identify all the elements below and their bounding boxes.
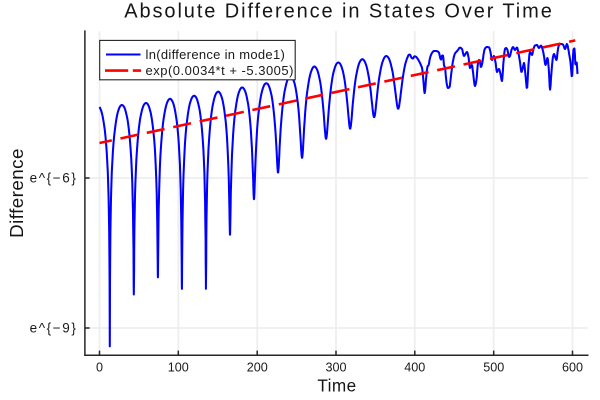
svg-text:Absolute Difference in States: Absolute Difference in States Over Time	[124, 1, 553, 23]
svg-text:Difference: Difference	[6, 148, 27, 238]
svg-text:Time: Time	[317, 376, 356, 396]
svg-text:100: 100	[168, 360, 189, 374]
svg-text:e^{−6}: e^{−6}	[30, 170, 78, 185]
svg-text:500: 500	[483, 360, 504, 374]
svg-text:exp(0.0034*t + -5.3005): exp(0.0034*t + -5.3005)	[146, 63, 294, 78]
svg-text:ln(difference in mode1): ln(difference in mode1)	[146, 47, 286, 62]
svg-text:0: 0	[96, 360, 103, 374]
svg-text:300: 300	[325, 360, 346, 374]
svg-text:400: 400	[404, 360, 425, 374]
svg-text:e^{−9}: e^{−9}	[30, 320, 78, 335]
svg-text:200: 200	[247, 360, 268, 374]
svg-text:600: 600	[562, 360, 583, 374]
